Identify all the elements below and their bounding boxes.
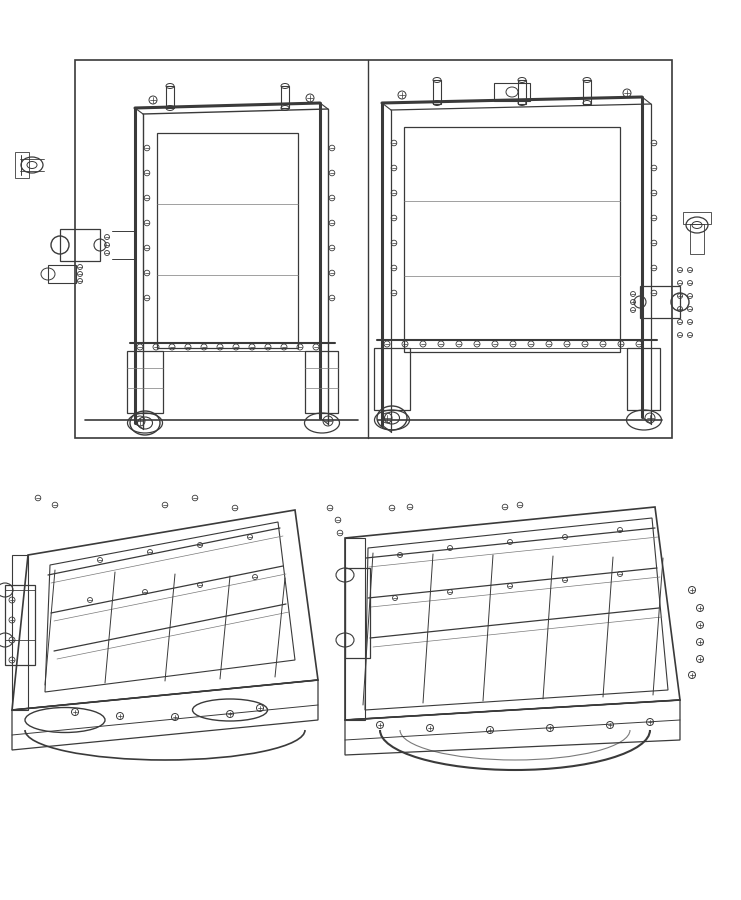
Bar (690, 224, 704, 254)
Bar (15, 152, 29, 178)
Bar (60, 229, 100, 261)
Bar (683, 212, 711, 224)
Bar (75, 60, 672, 438)
Bar (583, 80, 591, 104)
Bar (157, 133, 298, 348)
Bar (166, 86, 174, 108)
Bar (48, 265, 76, 283)
Bar (518, 80, 526, 104)
Bar (433, 80, 441, 104)
Bar (494, 83, 530, 101)
Bar (404, 127, 620, 352)
Bar (345, 568, 370, 658)
Bar (640, 286, 680, 318)
Bar (281, 86, 289, 108)
Bar (5, 585, 35, 665)
